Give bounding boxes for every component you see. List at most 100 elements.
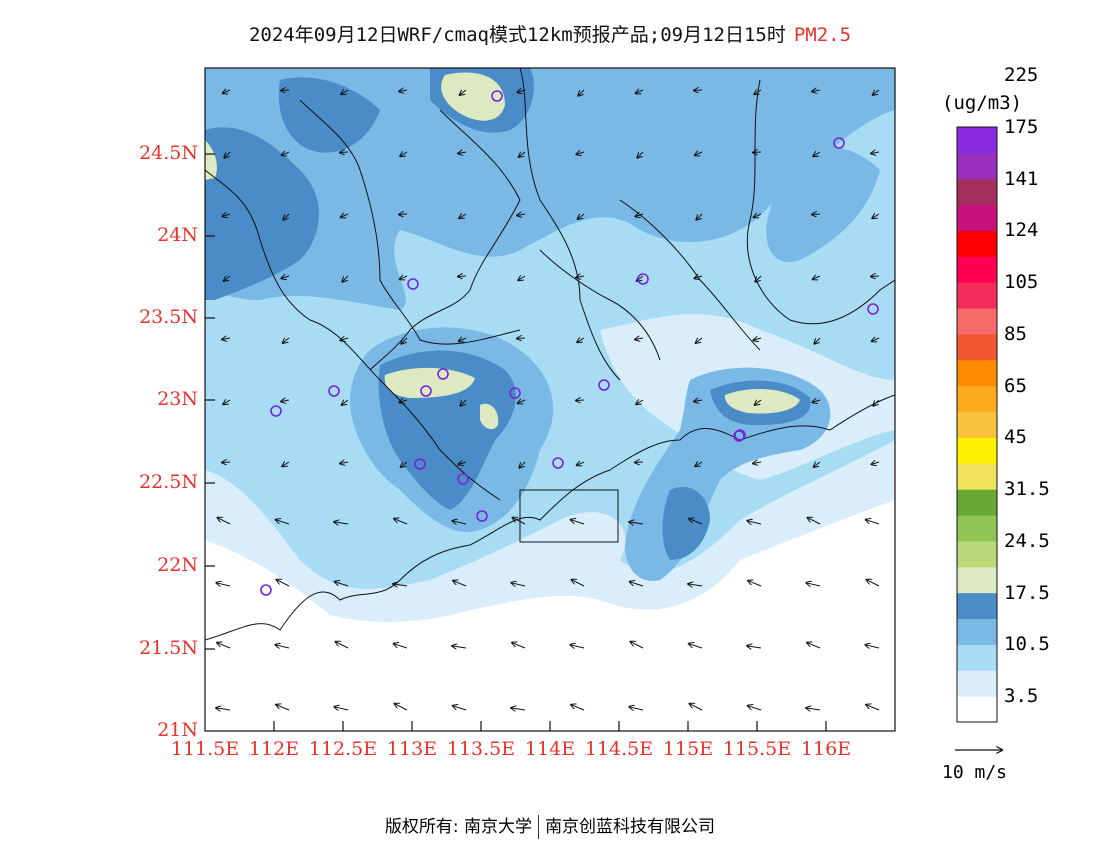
wind-arrow: [399, 400, 408, 402]
lat-tick-label: 24N: [157, 224, 198, 246]
station-marker: [328, 385, 340, 397]
wind-key-label: 10 m/s: [942, 762, 1008, 783]
footer: 版权所有: 南京大学 南京创蓝科技有限公司: [0, 812, 1100, 839]
wind-arrow: [334, 707, 349, 710]
wind-arrow: [689, 519, 703, 525]
wind-arrow: [281, 90, 290, 91]
colorbar: [956, 126, 998, 723]
wind-arrow: [399, 90, 408, 92]
wind-arrow: [282, 462, 290, 466]
station-marker: [457, 473, 469, 485]
lon-tick-label: 115.5E: [722, 738, 792, 760]
station-marker: [414, 458, 426, 470]
colorbar-label: 3.5: [1004, 685, 1039, 708]
wind-arrow: [636, 90, 644, 93]
wind-arrow: [571, 705, 585, 711]
wind-arrow: [452, 646, 467, 648]
station-marker: [260, 584, 272, 596]
wind-arrow: [747, 646, 762, 648]
colorbar-segment: [957, 256, 997, 283]
wind-arrow: [277, 580, 290, 587]
wind-arrow: [217, 643, 231, 649]
wind-arrow: [459, 214, 467, 218]
colorbar-unit: (ug/m3): [942, 92, 1023, 114]
colorbar-segment: [957, 333, 997, 361]
wind-arrow: [341, 214, 349, 217]
colorbar-segment: [957, 204, 997, 231]
wind-arrow: [281, 400, 290, 402]
footer-company: 南京创蓝科技有限公司: [545, 817, 716, 837]
wind-arrow: [519, 461, 526, 468]
colorbar-segment: [957, 463, 997, 490]
colorbar-segment: [957, 670, 997, 697]
colorbar-label: 124: [1004, 219, 1039, 242]
wind-arrow: [813, 276, 821, 279]
wind-arrow: [636, 400, 644, 404]
wind-arrow: [518, 276, 526, 280]
colorbar-label: 65: [1004, 374, 1027, 397]
wind-arrow: [629, 522, 644, 524]
wind-arrow: [695, 462, 703, 466]
wind-arrow: [578, 89, 585, 96]
wind-arrow: [629, 707, 644, 710]
wind-arrow: [576, 400, 585, 401]
wind-arrow: [871, 276, 880, 277]
colorbar-segment: [957, 515, 997, 542]
colorbar-segment: [957, 282, 997, 309]
wind-arrow: [689, 644, 703, 649]
colorbar-segment: [957, 411, 997, 438]
wind-arrow: [513, 518, 526, 525]
wind-arrow: [630, 582, 644, 587]
wind-arrow: [635, 338, 644, 340]
wind-vectors: [216, 89, 880, 711]
wind-arrow: [394, 519, 408, 525]
wind-arrow: [812, 90, 821, 92]
wind-arrow: [873, 90, 880, 95]
wind-arrow: [511, 583, 526, 586]
wind-arrow: [753, 152, 762, 153]
wind-arrow: [517, 90, 526, 92]
station-marker: [476, 510, 488, 522]
wind-arrow: [808, 518, 821, 525]
wind-arrow: [807, 643, 821, 649]
wind-arrow: [342, 275, 349, 282]
pm25-field: [205, 68, 895, 731]
wind-arrow: [577, 338, 585, 342]
wind-arrow: [748, 581, 762, 587]
wind-arrow: [690, 704, 703, 711]
lon-tick-label: 115E: [662, 738, 714, 760]
wind-arrow: [814, 462, 821, 467]
wind-arrow: [518, 400, 526, 403]
colorbar-segment: [957, 385, 997, 413]
colorbar-label: 85: [1004, 322, 1027, 345]
colorbar-label: 24.5: [1004, 529, 1050, 552]
wind-arrow: [755, 275, 762, 282]
wind-arrow: [216, 708, 231, 710]
colorbar-segment: [957, 308, 997, 335]
colorbar-segment: [957, 618, 997, 645]
station-marker: [552, 457, 564, 469]
colorbar-segment: [957, 437, 997, 464]
wind-arrow: [335, 582, 349, 587]
wind-arrow: [867, 580, 880, 587]
wind-arrow: [866, 520, 880, 525]
station-marker: [637, 273, 649, 285]
wind-arrow: [635, 462, 644, 463]
wind-arrow: [283, 213, 290, 220]
wind-arrow: [755, 400, 762, 405]
wind-arrow: [814, 337, 821, 344]
wind-arrow: [578, 214, 585, 219]
lat-tick-label: 24.5N: [139, 142, 198, 164]
lon-tick-label: 112E: [248, 738, 300, 760]
colorbar-label: 17.5: [1004, 581, 1050, 604]
lon-tick-label: 114.5E: [584, 738, 654, 760]
wind-arrow: [512, 643, 526, 649]
wind-arrow: [754, 90, 762, 94]
wind-arrow: [572, 580, 585, 587]
lat-tick-label: 22N: [157, 554, 198, 576]
wind-arrow: [218, 518, 231, 525]
wind-arrow: [283, 338, 290, 343]
lon-tick-label: 111.5E: [170, 738, 240, 760]
wind-arrow: [340, 338, 349, 340]
